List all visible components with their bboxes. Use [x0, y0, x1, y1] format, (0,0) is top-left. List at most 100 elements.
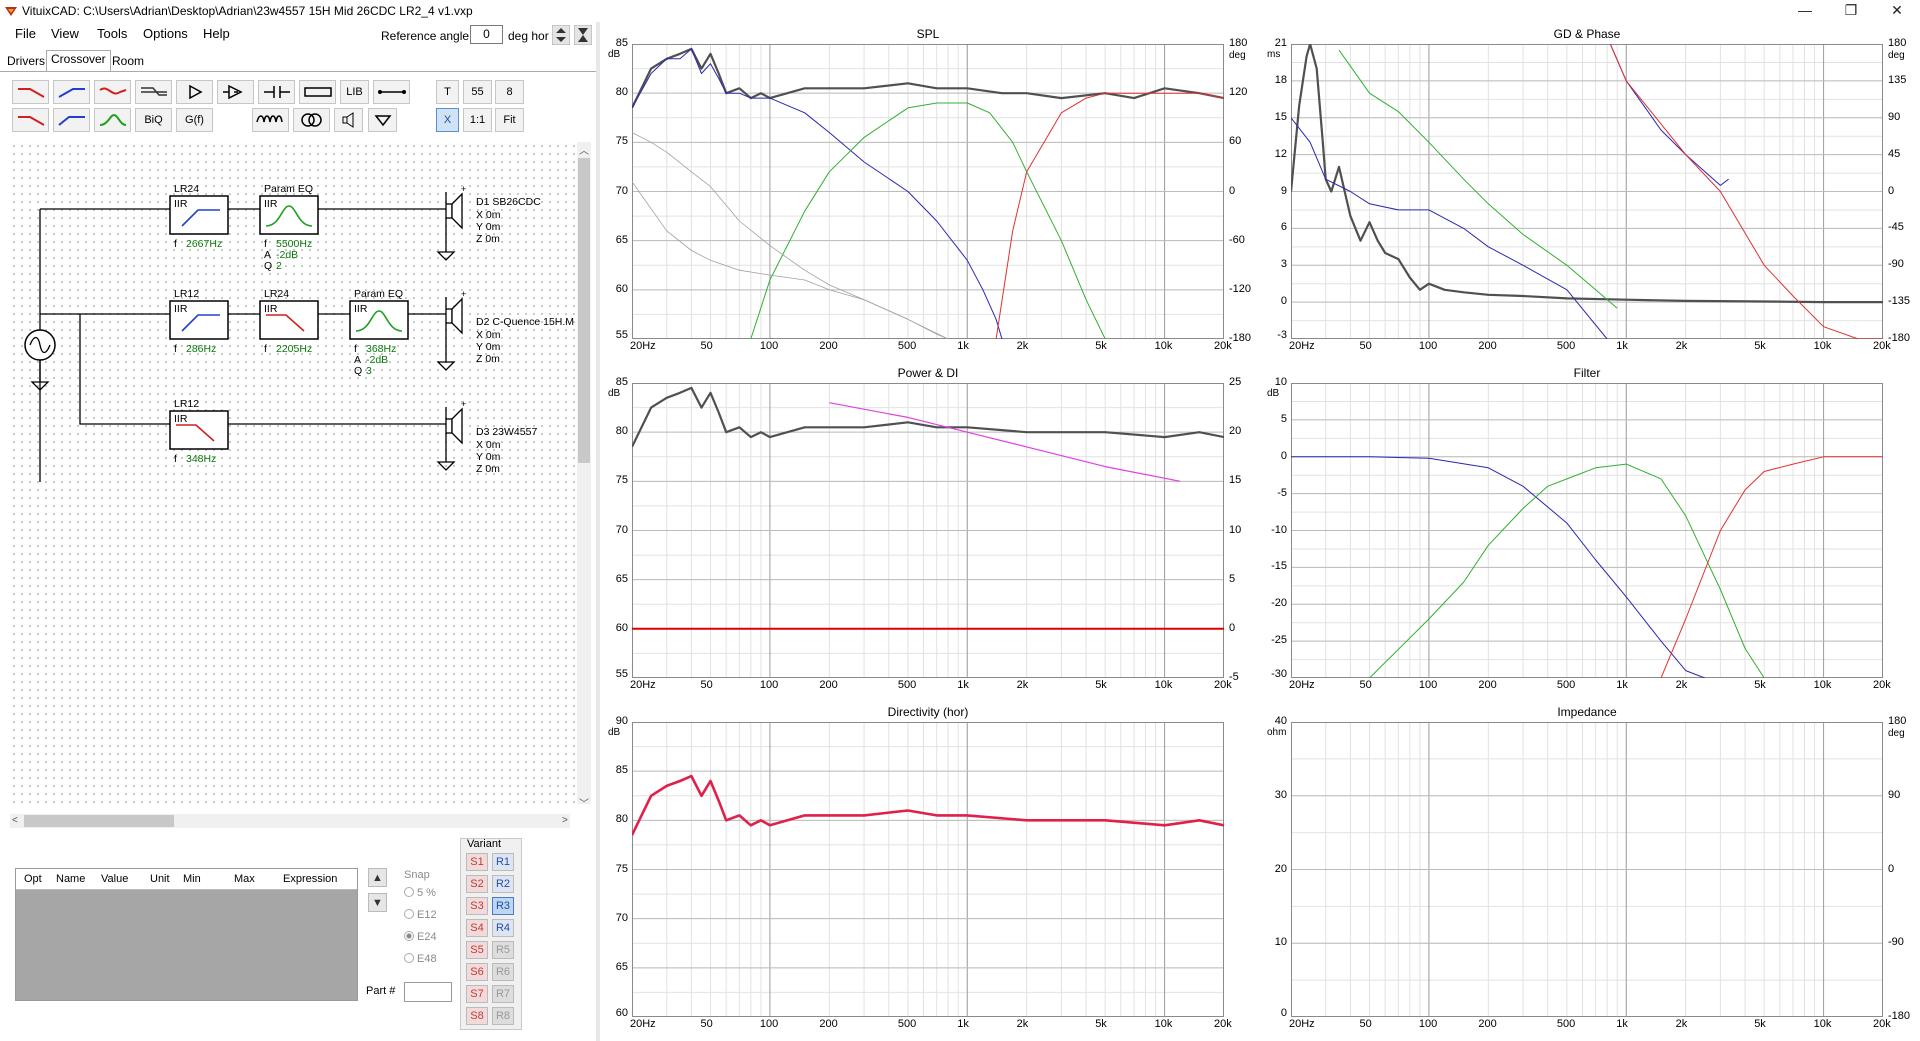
- filter-block-parameq-d2[interactable]: [349, 300, 409, 340]
- zoom-fit-button[interactable]: Fit: [495, 108, 524, 132]
- y2-tick-label: -5: [1229, 671, 1239, 683]
- driver-z: Z 0m: [476, 463, 500, 475]
- speaker-icon[interactable]: [436, 297, 463, 371]
- minimize-button[interactable]: —: [1798, 2, 1812, 18]
- variant-s3-button[interactable]: S3: [466, 897, 488, 915]
- tab-drivers[interactable]: Drivers: [7, 54, 45, 68]
- param-value: 2: [276, 260, 282, 272]
- angle-stepper-icon[interactable]: [552, 25, 570, 45]
- close-button[interactable]: ✕: [1891, 2, 1903, 18]
- chart-plot-0[interactable]: [632, 44, 1224, 339]
- scroll-down-icon[interactable]: ﹀: [579, 799, 589, 810]
- y-tick-label: 85: [615, 764, 628, 777]
- highpass-blue2-button[interactable]: [53, 108, 90, 132]
- chart-plot-2[interactable]: [632, 383, 1224, 678]
- tab-room[interactable]: Room: [112, 54, 145, 68]
- signal-source-icon[interactable]: [24, 329, 56, 391]
- filter-block-parameq-d1[interactable]: [259, 195, 319, 235]
- snap-option-5pct[interactable]: 5 %: [404, 887, 436, 899]
- variant-s8-button[interactable]: S8: [466, 1007, 488, 1025]
- variant-s2-button[interactable]: S2: [466, 875, 488, 893]
- variant-r4-button[interactable]: R4: [492, 919, 514, 937]
- filter-block-lr12-d3[interactable]: [169, 410, 229, 450]
- variant-r8-button[interactable]: R8: [492, 1007, 514, 1025]
- chart-plot-4[interactable]: [632, 722, 1224, 1017]
- variant-r3-button[interactable]: R3: [492, 897, 514, 915]
- ground-button[interactable]: [368, 108, 397, 132]
- variant-r1-button[interactable]: R1: [492, 853, 514, 871]
- schematic-canvas[interactable]: LR24 IIR f 2667Hz Param EQ IIR f 5500Hz …: [10, 142, 582, 804]
- scroll-left-icon[interactable]: <: [12, 815, 18, 826]
- y-tick-label: 12: [1274, 147, 1287, 160]
- x-tick-label: 20k: [1873, 1018, 1891, 1030]
- vertical-scroll-thumb[interactable]: [578, 158, 590, 463]
- move-down-button[interactable]: ▼: [368, 893, 387, 912]
- menu-tools[interactable]: Tools: [97, 26, 128, 41]
- menu-view[interactable]: View: [51, 26, 79, 41]
- speaker-icon[interactable]: [436, 192, 463, 261]
- scroll-up-icon[interactable]: ︿: [579, 146, 589, 157]
- variant-r7-button[interactable]: R7: [492, 985, 514, 1003]
- horizontal-scroll-thumb[interactable]: [24, 815, 174, 827]
- resistor-button[interactable]: [299, 80, 336, 104]
- text-button[interactable]: T: [436, 80, 459, 104]
- tab-crossover[interactable]: Crossover: [46, 50, 111, 72]
- chart-plot-5[interactable]: [1291, 722, 1883, 1017]
- gain-button[interactable]: [176, 80, 213, 104]
- bandpass-green-button[interactable]: [94, 108, 131, 132]
- column-header: Opt: [24, 873, 42, 885]
- param-label: f: [174, 343, 177, 355]
- transfer-function-button[interactable]: G(f): [176, 108, 213, 132]
- x-toggle-button[interactable]: X: [436, 108, 459, 132]
- lowpass-red-button[interactable]: [12, 80, 49, 104]
- optimizer-table[interactable]: [15, 868, 358, 1001]
- menu-options[interactable]: Options: [143, 26, 188, 41]
- lowpass-red2-button[interactable]: [12, 108, 49, 132]
- chart-plot-1[interactable]: [1291, 44, 1883, 339]
- variant-s5-button[interactable]: S5: [466, 941, 488, 959]
- x-tick-label: 5k: [1095, 679, 1107, 691]
- maximize-button[interactable]: ❐: [1844, 2, 1858, 18]
- wire-button[interactable]: [373, 80, 410, 104]
- shelf-button[interactable]: [135, 80, 172, 104]
- bandpass-red-button[interactable]: [94, 80, 131, 104]
- snap-option-e12[interactable]: E12: [404, 909, 437, 921]
- inductor-button[interactable]: [252, 108, 289, 132]
- part-number-input[interactable]: [404, 982, 452, 1002]
- y-tick-label: 40: [1274, 715, 1287, 727]
- variant-r2-button[interactable]: R2: [492, 875, 514, 893]
- transformer-button[interactable]: [293, 108, 330, 132]
- highpass-blue-button[interactable]: [53, 80, 90, 104]
- zoom-1to1-button[interactable]: 1:1: [463, 108, 492, 132]
- variant-s1-button[interactable]: S1: [466, 853, 488, 871]
- lib-button[interactable]: LIB: [340, 80, 369, 104]
- variant-s7-button[interactable]: S7: [466, 985, 488, 1003]
- filter-block-lr12-d2[interactable]: [169, 300, 229, 340]
- filter-block-lr24-d2[interactable]: [259, 300, 319, 340]
- biquad-button[interactable]: BiQ: [135, 108, 172, 132]
- column-header: Max: [234, 873, 255, 885]
- variant-r5-button[interactable]: R5: [492, 941, 514, 959]
- menu-file[interactable]: File: [15, 26, 36, 41]
- move-up-button[interactable]: ▲: [368, 868, 387, 887]
- panel-splitter[interactable]: [596, 22, 600, 1041]
- reference-angle-input[interactable]: 0: [470, 25, 503, 44]
- driver-button[interactable]: [334, 108, 363, 132]
- speaker-icon[interactable]: [436, 407, 463, 471]
- snap-option-e48[interactable]: E48: [404, 953, 437, 965]
- capacitor-button[interactable]: [258, 80, 295, 104]
- menu-help[interactable]: Help: [203, 26, 230, 41]
- grid-size-field[interactable]: 8: [495, 80, 524, 104]
- chart-plot-3[interactable]: [1291, 383, 1883, 678]
- variant-s6-button[interactable]: S6: [466, 963, 488, 981]
- reset-angle-icon[interactable]: [574, 25, 592, 45]
- variant-s4-button[interactable]: S4: [466, 919, 488, 937]
- delay-button[interactable]: [217, 80, 254, 104]
- snap-option-e24[interactable]: E24: [404, 931, 437, 943]
- font-size-field[interactable]: 55: [463, 80, 492, 104]
- variant-r6-button[interactable]: R6: [492, 963, 514, 981]
- y-axis-unit: ms: [1267, 49, 1281, 60]
- scroll-right-icon[interactable]: >: [562, 815, 568, 826]
- filter-block-lr24-d1[interactable]: [169, 195, 229, 235]
- column-header: Name: [56, 873, 86, 885]
